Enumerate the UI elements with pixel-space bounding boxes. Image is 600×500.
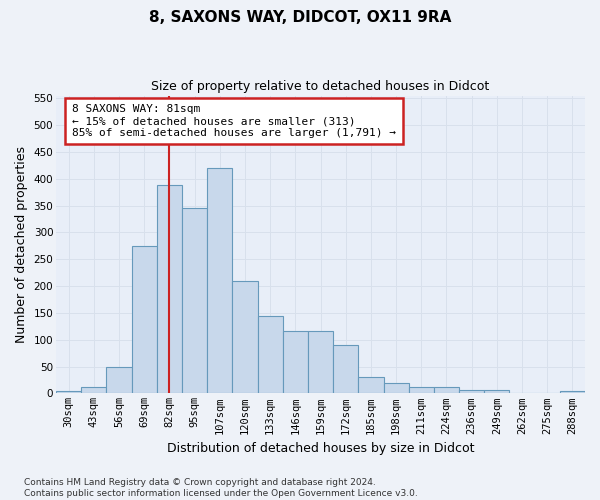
Bar [484,390,509,394]
Bar [207,168,232,394]
Text: 8 SAXONS WAY: 81sqm
← 15% of detached houses are smaller (313)
85% of semi-detac: 8 SAXONS WAY: 81sqm ← 15% of detached ho… [72,104,396,138]
Bar [383,383,409,394]
Text: Contains HM Land Registry data © Crown copyright and database right 2024.
Contai: Contains HM Land Registry data © Crown c… [24,478,418,498]
Bar [459,390,484,394]
X-axis label: Distribution of detached houses by size in Didcot: Distribution of detached houses by size … [167,442,474,455]
Bar [81,387,106,394]
Bar [509,393,535,394]
Bar [358,378,383,394]
Bar [333,344,358,394]
Bar [283,331,308,394]
Bar [157,185,182,394]
Bar [434,388,459,394]
Bar [409,388,434,394]
Y-axis label: Number of detached properties: Number of detached properties [15,146,28,343]
Title: Size of property relative to detached houses in Didcot: Size of property relative to detached ho… [151,80,490,93]
Bar [232,280,257,394]
Bar [56,390,81,394]
Bar [257,316,283,394]
Bar [131,246,157,394]
Bar [106,367,131,394]
Bar [535,393,560,394]
Bar [182,208,207,394]
Bar [560,390,585,394]
Text: 8, SAXONS WAY, DIDCOT, OX11 9RA: 8, SAXONS WAY, DIDCOT, OX11 9RA [149,10,451,25]
Bar [308,331,333,394]
